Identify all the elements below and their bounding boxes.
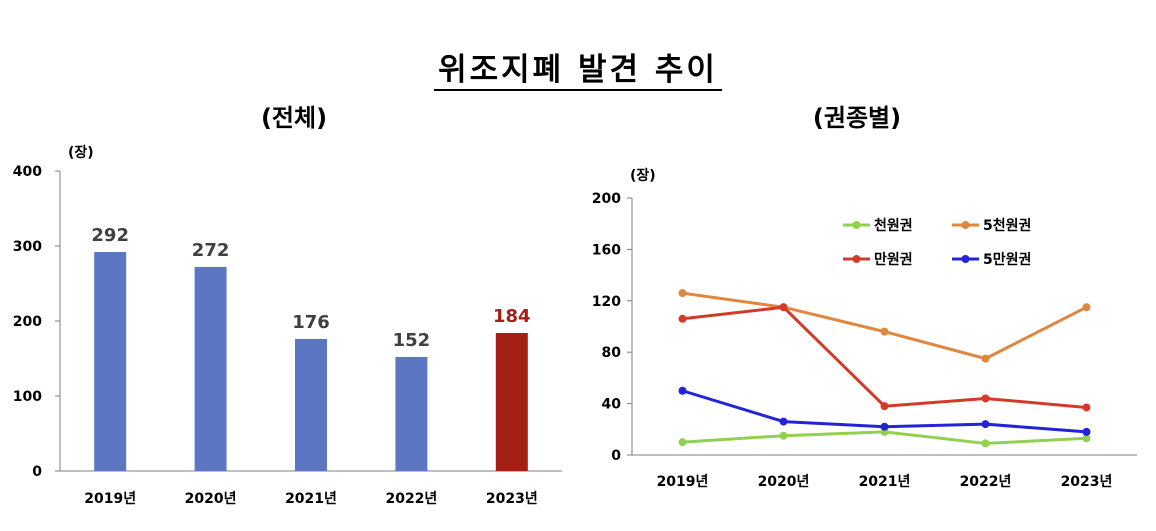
line-y-tick-label: 0 (611, 448, 621, 464)
line-y-tick-label: 160 (592, 242, 621, 258)
bar-2023년 (495, 333, 528, 471)
legend-label: 만원권 (874, 252, 913, 268)
line-x-tick-label: 2020년 (758, 474, 810, 490)
line-chart-y-unit: (장) (630, 167, 656, 184)
line-y-tick-label: 120 (592, 294, 621, 310)
bar-x-tick-label: 2021년 (285, 491, 337, 507)
bar-value-label: 292 (91, 225, 129, 246)
series-point (1082, 427, 1091, 436)
bar-value-label: 176 (292, 312, 330, 333)
bar-y-tick-label: 0 (32, 464, 42, 480)
series-point (779, 303, 788, 312)
legend-marker (961, 221, 970, 229)
page-title: 위조지폐 발견 추이 (0, 44, 1156, 91)
series-5천원권 (678, 289, 1091, 363)
line-x-tick-label: 2021년 (859, 474, 911, 490)
series-line (682, 305, 1087, 409)
series-line (682, 291, 1088, 361)
legend-label: 5천원권 (983, 218, 1031, 234)
series-만원권 (678, 303, 1091, 412)
series-point (1082, 403, 1091, 412)
bar-2021년 (295, 339, 327, 471)
series-point (880, 327, 889, 336)
page-title-text: 위조지폐 발견 추이 (434, 52, 722, 91)
bar-y-tick-label: 200 (13, 314, 42, 330)
series-line (682, 389, 1087, 434)
bar-y-tick-label: 400 (13, 164, 42, 180)
series-천원권 (678, 427, 1091, 448)
line-chart-title: (권종별) (813, 104, 901, 132)
legend-item: 천원권 (843, 218, 913, 234)
legend-item: 5천원권 (952, 218, 1031, 234)
bar-chart-title: (전체) (261, 104, 327, 132)
series-point (779, 431, 788, 440)
total-bar-chart: (전체) (장) 0 100 200 300 400 292 272 176 152 184 2… (13, 104, 562, 507)
legend-label: 천원권 (874, 218, 913, 234)
legend-marker (852, 221, 861, 229)
series-point (981, 439, 990, 448)
series-point (981, 354, 990, 363)
series-point (981, 394, 990, 403)
bar-x-tick-label: 2022년 (385, 491, 437, 507)
bar-x-tick-label: 2019년 (84, 491, 136, 507)
bar-x-tick-label: 2020년 (185, 491, 237, 507)
legend-item: 5만원권 (952, 252, 1031, 268)
series-point (981, 420, 990, 429)
legend-label: 5만원권 (983, 252, 1031, 268)
series-point (1082, 434, 1091, 443)
series-point (880, 427, 889, 436)
bar-2022년 (395, 357, 428, 471)
series-point (678, 386, 687, 395)
series-point (779, 417, 788, 426)
series-5만원권 (678, 386, 1091, 436)
bar-value-label: 184 (493, 306, 531, 327)
legend-item: 만원권 (843, 252, 913, 268)
series-point (880, 422, 889, 431)
line-x-tick-label: 2019년 (657, 474, 709, 490)
line-y-tick-label: 40 (602, 397, 622, 413)
legend-marker (961, 255, 970, 263)
bar-x-tick-label: 2023년 (486, 491, 538, 507)
legend-marker (852, 255, 861, 263)
series-point (880, 402, 889, 411)
bar-value-label: 152 (393, 330, 431, 351)
bar-y-tick-label: 300 (13, 239, 42, 255)
line-y-tick-label: 200 (592, 191, 621, 207)
series-line (682, 430, 1087, 445)
bar-chart-y-unit: (장) (68, 144, 94, 161)
bar-value-label: 272 (192, 240, 230, 261)
line-x-tick-label: 2023년 (1061, 474, 1113, 490)
series-point (678, 289, 687, 298)
bar-2020년 (194, 267, 227, 471)
bar-y-tick-label: 100 (13, 389, 42, 405)
series-point (1082, 303, 1091, 312)
bar-2019년 (94, 252, 127, 471)
line-y-tick-label: 80 (602, 345, 622, 361)
series-point (678, 314, 687, 323)
series-point (779, 303, 788, 312)
series-point (678, 438, 687, 447)
line-x-tick-label: 2022년 (960, 474, 1012, 490)
